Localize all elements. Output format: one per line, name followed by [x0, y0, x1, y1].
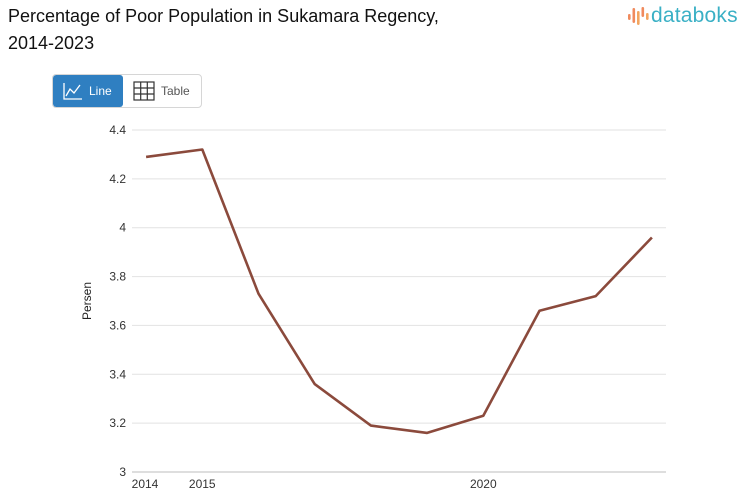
data-point[interactable] — [365, 420, 377, 432]
y-axis-ticks: 3 3.2 3.4 3.6 3.8 4 4.2 4.4 — [109, 123, 126, 479]
chart-title-line-2: 2014-2023 — [8, 33, 95, 53]
table-grid-icon — [133, 81, 155, 101]
series-layer — [140, 144, 658, 439]
y-tick-label: 3.4 — [109, 367, 126, 381]
data-point[interactable] — [421, 427, 433, 439]
x-axis-ticks: 2014 2015 2020 — [132, 477, 497, 491]
table-view-label: Table — [161, 84, 190, 98]
y-axis-label: Persen — [80, 282, 94, 320]
data-point[interactable] — [309, 378, 321, 390]
x-tick-label: 2015 — [189, 477, 216, 491]
data-point[interactable] — [646, 231, 658, 243]
line-view-label: Line — [89, 84, 112, 98]
brand-wordmark: databoks — [651, 4, 738, 27]
data-point[interactable] — [477, 410, 489, 422]
y-tick-label: 4.2 — [109, 172, 126, 186]
line-chart-icon — [63, 83, 82, 100]
y-tick-label: 3.6 — [109, 318, 126, 332]
x-tick-label: 2020 — [470, 477, 497, 491]
x-tick-label: 2014 — [132, 477, 159, 491]
series-line — [145, 148, 653, 435]
y-tick-label: 4 — [119, 221, 126, 235]
view-toggle: Line Table — [52, 74, 202, 108]
gridlines — [132, 129, 666, 473]
data-point[interactable] — [196, 144, 208, 156]
data-point[interactable] — [140, 151, 152, 163]
brand-bars-icon — [628, 7, 649, 25]
databoks-logo[interactable]: databoks — [627, 3, 738, 29]
data-point[interactable] — [534, 305, 546, 317]
table-view-button[interactable]: Table — [123, 75, 200, 107]
line-view-button[interactable]: Line — [53, 75, 123, 107]
y-tick-label: 3 — [119, 465, 126, 479]
y-tick-label: 3.2 — [109, 416, 126, 430]
data-point[interactable] — [252, 288, 264, 300]
y-tick-label: 3.8 — [109, 270, 126, 284]
y-tick-label: 4.4 — [109, 123, 126, 137]
chart-title-line-1: Percentage of Poor Population in Sukamar… — [8, 6, 439, 26]
data-point[interactable] — [590, 290, 602, 302]
chart-title: Percentage of Poor Population in Sukamar… — [8, 3, 568, 57]
